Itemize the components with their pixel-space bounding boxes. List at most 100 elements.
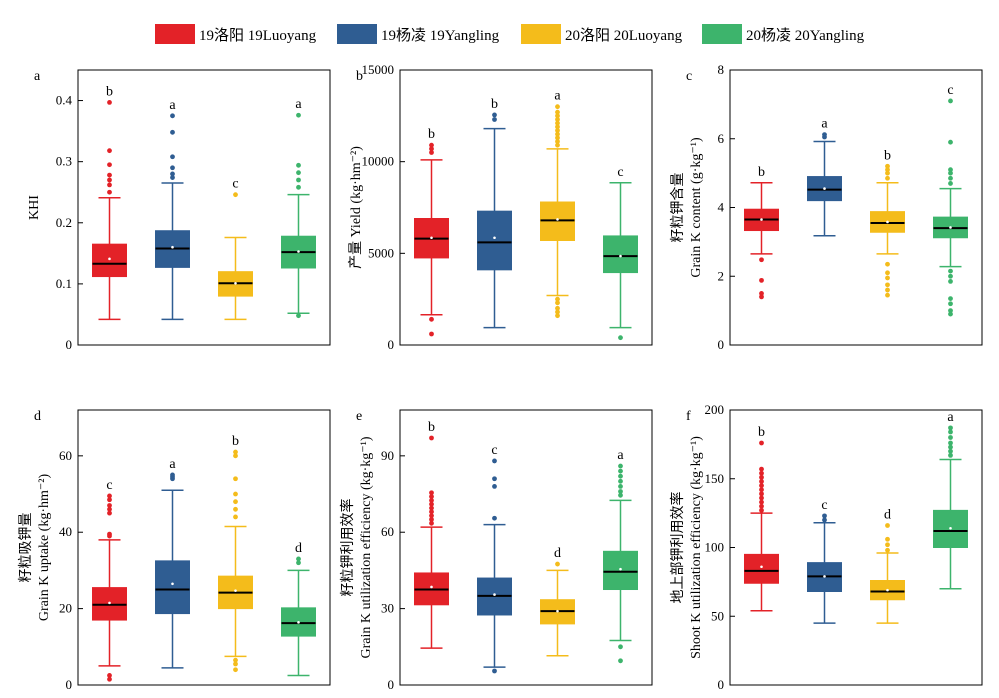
mean-marker [823, 575, 826, 578]
panel-a-box-1: b [92, 84, 127, 321]
outlier-point-6 [948, 273, 953, 279]
mean-marker [430, 236, 433, 240]
panels: a00.10.20.30.4KHIbacab050001000015000产量 … [18, 62, 983, 692]
outlier-point-11 [759, 466, 764, 472]
outlier-point-12 [759, 440, 764, 446]
outlier-point-11 [948, 167, 953, 173]
panel-d-tick-label-2: 40 [59, 524, 72, 539]
outlier-point-9 [948, 175, 953, 181]
outlier-point-8 [948, 181, 953, 186]
outlier-point-7 [759, 483, 764, 489]
significance-letter: c [617, 165, 623, 180]
panel-d-frame [77, 409, 331, 686]
mean-marker [760, 565, 763, 569]
outlier-point-7 [885, 175, 890, 181]
outlier-point-5 [492, 458, 497, 464]
outlier-point-4 [618, 489, 623, 494]
panel-d-ylabel-2: Grain K uptake (kg·hm⁻²) [37, 474, 52, 622]
outlier-point-7 [429, 497, 434, 503]
panel-c-tick-label-1: 2 [718, 268, 725, 283]
panel-e-tick-label-2: 60 [381, 524, 394, 539]
outlier-point-6 [429, 501, 434, 507]
outlier-point-3 [948, 301, 953, 307]
significance-letter: d [554, 546, 561, 561]
mean-marker [949, 526, 952, 530]
outlier-point-2 [759, 291, 764, 296]
legend-swatch-1 [155, 24, 195, 44]
panel-a-ylabel-1: KHI [27, 195, 42, 220]
outlier-point-7 [555, 139, 560, 144]
legend-swatch-3 [521, 24, 561, 44]
outlier-point-2 [170, 171, 175, 177]
significance-letter: a [947, 410, 954, 425]
mean-marker [297, 250, 300, 253]
significance-letter: c [106, 478, 112, 493]
panel-f-tick-label-0: 0 [718, 677, 725, 692]
outlier-point-1 [233, 192, 238, 198]
panel-e-label: e [356, 409, 362, 424]
outlier-point-9 [555, 131, 560, 137]
outlier-point-1 [948, 311, 953, 317]
significance-letter: b [884, 148, 891, 163]
legend-label-3: 20洛阳 20Luoyang [565, 27, 683, 44]
outlier-point-1 [429, 520, 434, 526]
panel-e-tick-label-3: 90 [381, 448, 394, 463]
panel-c-ylabel-2: Grain K content (g·kg⁻¹) [689, 137, 704, 278]
outlier-point-1 [759, 507, 764, 513]
outlier-point-5 [555, 296, 560, 302]
panel-e-box-4: a [603, 448, 638, 664]
significance-letter: c [821, 498, 827, 513]
outlier-point-8 [555, 135, 560, 141]
panel-c-box-3: b [870, 148, 905, 298]
panel-b-box-4: c [603, 165, 638, 341]
mean-marker [430, 585, 433, 589]
panel-e-frame [399, 409, 653, 686]
outlier-point-5 [429, 142, 434, 148]
outlier-point-2 [492, 112, 497, 118]
outlier-point-7 [948, 268, 953, 274]
outlier-point-3 [885, 282, 890, 288]
outlier-point-3 [759, 277, 764, 283]
panel-c-tick-label-3: 6 [718, 131, 725, 146]
outlier-point-16 [555, 104, 560, 110]
panel-f-ylabel-1: 地上部钾利用效率 [669, 492, 686, 604]
panel-e-ylabel-2: Grain K utilization efficiency (kg·kg⁻¹) [359, 436, 374, 658]
legend-label-1: 19洛阳 19Luoyang [199, 27, 317, 44]
mean-marker [886, 588, 889, 592]
panel-a-frame [77, 69, 331, 346]
outlier-point-3 [948, 444, 953, 450]
panel-e-ylabel-1: 籽粒钾利用效率 [339, 499, 356, 597]
outlier-point-2 [296, 184, 301, 190]
outlier-point-10 [885, 163, 890, 169]
panel-c-box-1: b [744, 165, 779, 300]
outlier-point-4 [492, 476, 497, 482]
outlier-point-6 [107, 506, 112, 512]
panel-f-tick-label-3: 150 [705, 471, 725, 486]
outlier-point-5 [885, 270, 890, 276]
mean-marker [171, 245, 174, 249]
iqr-box [744, 553, 779, 584]
panel-d-tick-label-1: 20 [59, 601, 72, 616]
panel-c-box-4: c [933, 83, 968, 317]
outlier-point-4 [759, 257, 764, 263]
panel-b-box-1: b [414, 127, 449, 337]
outlier-point-2 [618, 644, 623, 650]
panel-e-tick-label-0: 0 [388, 677, 395, 692]
outlier-point-1 [822, 517, 827, 523]
outlier-point-8 [618, 468, 623, 474]
outlier-point-6 [296, 112, 301, 118]
outlier-point-3 [233, 657, 238, 663]
legend-swatch-4 [702, 24, 742, 44]
significance-letter: a [617, 448, 624, 463]
panel-d: d 0 20 40 60 籽粒吸钾量 Grain K uptake (kg·hm⁻²) c a b… [18, 409, 331, 692]
panel-c-box-2: a [807, 117, 842, 237]
outlier-point-1 [618, 658, 623, 664]
outlier-point-3 [618, 492, 623, 498]
outlier-point-1 [492, 668, 497, 674]
outlier-point-4 [429, 146, 434, 152]
panel-a-box-2: a [155, 98, 190, 321]
outlier-point-3 [885, 536, 890, 542]
outlier-point-1 [618, 335, 623, 341]
panel-f-box-1: b [744, 425, 779, 612]
panel-b-label: b [356, 69, 363, 84]
